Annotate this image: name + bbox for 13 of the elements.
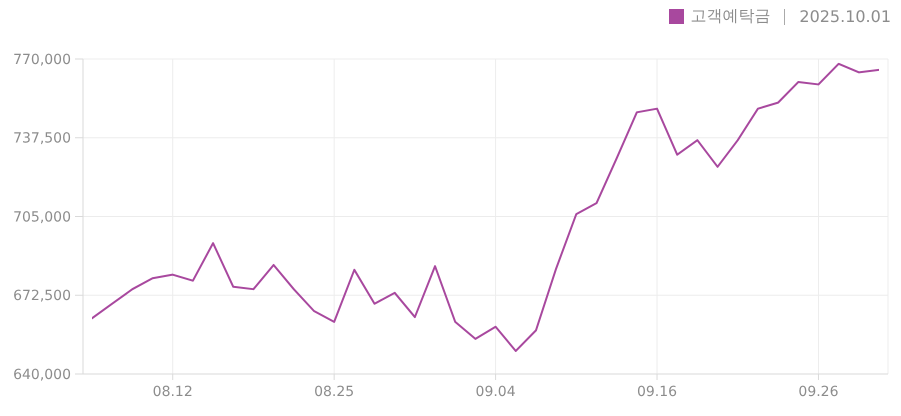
y-tick-label: 672,500 — [13, 288, 71, 304]
y-tick-label: 640,000 — [13, 366, 71, 383]
y-tick-label: 737,500 — [13, 130, 71, 147]
x-tick-label: 09.04 — [476, 384, 516, 400]
legend-label: 고객예탁금 — [690, 6, 770, 27]
x-tick-label: 08.12 — [152, 384, 193, 400]
x-tick-label: 09.26 — [798, 384, 839, 400]
chart-subtitle: 2025.10.01 — [799, 7, 891, 26]
y-tick-label: 770,000 — [13, 52, 71, 68]
x-tick-label: 09.16 — [636, 384, 678, 400]
y-tick-label: 705,000 — [13, 209, 71, 226]
line-series — [92, 62, 879, 352]
x-tick-label: 08.25 — [314, 384, 354, 400]
